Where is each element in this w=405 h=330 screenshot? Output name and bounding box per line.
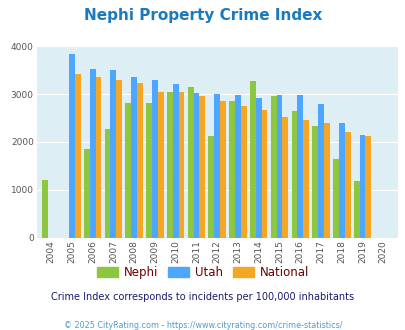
Bar [104, 128, 110, 238]
Bar [42, 180, 48, 238]
Bar [69, 54, 75, 238]
Bar [303, 120, 308, 238]
Bar [318, 104, 323, 238]
Bar [137, 83, 143, 238]
Bar [323, 123, 329, 238]
Text: Nephi Property Crime Index: Nephi Property Crime Index [83, 8, 322, 23]
Bar [229, 101, 234, 238]
Bar [95, 77, 101, 238]
Bar [234, 95, 240, 238]
Bar [282, 117, 288, 238]
Bar [193, 93, 199, 238]
Legend: Nephi, Utah, National: Nephi, Utah, National [92, 262, 313, 284]
Bar [344, 132, 350, 238]
Bar [146, 103, 151, 238]
Bar [199, 96, 205, 238]
Bar [276, 94, 282, 238]
Bar [187, 87, 193, 238]
Bar [270, 96, 276, 238]
Bar [338, 123, 344, 238]
Bar [214, 94, 220, 238]
Bar [90, 69, 95, 238]
Bar [311, 126, 318, 238]
Bar [131, 77, 137, 238]
Bar [291, 111, 296, 238]
Bar [332, 159, 338, 238]
Bar [158, 92, 163, 238]
Bar [261, 110, 267, 238]
Bar [116, 80, 122, 238]
Bar [359, 135, 364, 238]
Bar [249, 81, 255, 238]
Bar [166, 92, 173, 238]
Bar [220, 101, 225, 238]
Bar [353, 181, 359, 238]
Bar [178, 92, 184, 238]
Text: © 2025 CityRating.com - https://www.cityrating.com/crime-statistics/: © 2025 CityRating.com - https://www.city… [64, 321, 341, 330]
Bar [173, 84, 178, 238]
Bar [75, 74, 80, 238]
Bar [255, 98, 261, 238]
Bar [240, 106, 246, 238]
Bar [151, 80, 158, 238]
Text: Crime Index corresponds to incidents per 100,000 inhabitants: Crime Index corresponds to incidents per… [51, 292, 354, 302]
Bar [296, 95, 303, 238]
Bar [364, 136, 371, 238]
Bar [110, 70, 116, 238]
Bar [84, 149, 90, 238]
Bar [208, 136, 214, 238]
Bar [125, 103, 131, 238]
